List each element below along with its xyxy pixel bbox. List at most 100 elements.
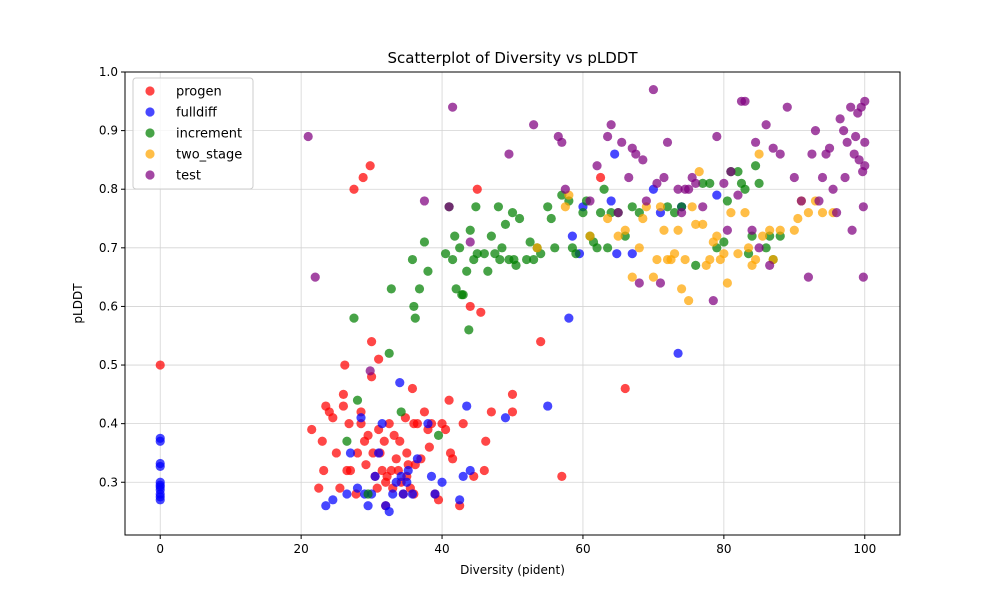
data-point bbox=[592, 161, 602, 171]
data-point bbox=[733, 167, 743, 177]
data-point bbox=[824, 143, 835, 153]
data-point bbox=[719, 178, 729, 188]
data-point bbox=[444, 202, 454, 212]
data-point bbox=[648, 272, 659, 282]
data-point bbox=[396, 407, 406, 417]
data-point bbox=[648, 84, 659, 95]
y-tick-label: 0.4 bbox=[99, 417, 118, 431]
data-point bbox=[719, 249, 729, 259]
data-point bbox=[691, 178, 701, 188]
data-point bbox=[613, 231, 623, 241]
data-point bbox=[507, 208, 518, 218]
data-point bbox=[659, 225, 669, 235]
data-point bbox=[858, 272, 868, 282]
data-point bbox=[430, 489, 440, 499]
data-point bbox=[712, 131, 722, 142]
data-point bbox=[684, 295, 694, 306]
data-point bbox=[765, 225, 775, 235]
data-point bbox=[465, 301, 475, 312]
x-tick-label: 80 bbox=[716, 542, 731, 556]
x-tick-label: 20 bbox=[293, 542, 308, 556]
data-point bbox=[504, 149, 514, 159]
data-point bbox=[722, 278, 732, 288]
data-point bbox=[423, 419, 433, 429]
data-point bbox=[521, 254, 532, 265]
data-point bbox=[550, 243, 560, 253]
data-point bbox=[384, 506, 394, 517]
x-tick-label: 100 bbox=[853, 542, 876, 556]
data-point bbox=[328, 495, 338, 505]
data-point bbox=[419, 407, 430, 417]
data-point bbox=[307, 424, 317, 435]
data-point bbox=[754, 178, 764, 188]
legend-marker bbox=[145, 128, 155, 138]
data-point bbox=[624, 172, 634, 183]
data-point bbox=[567, 231, 577, 241]
data-point bbox=[476, 307, 486, 317]
data-point bbox=[733, 249, 743, 259]
data-point bbox=[638, 155, 648, 165]
data-point bbox=[606, 196, 616, 206]
data-point bbox=[407, 383, 418, 394]
data-point bbox=[377, 419, 387, 429]
data-point bbox=[450, 231, 460, 241]
data-point bbox=[543, 401, 553, 411]
data-point bbox=[796, 196, 806, 206]
legend-label: two_stage bbox=[176, 148, 242, 163]
data-point bbox=[500, 413, 511, 423]
data-point bbox=[433, 430, 444, 440]
data-point bbox=[810, 126, 821, 136]
data-point bbox=[595, 172, 606, 183]
data-point bbox=[403, 465, 413, 476]
data-point bbox=[448, 102, 458, 112]
x-tick-label: 60 bbox=[575, 542, 590, 556]
y-tick-label: 0.6 bbox=[99, 299, 118, 313]
data-point bbox=[486, 231, 496, 241]
data-point bbox=[698, 202, 708, 212]
y-tick-label: 0.9 bbox=[99, 124, 118, 138]
data-point bbox=[627, 272, 637, 282]
x-tick-label: 40 bbox=[434, 542, 449, 556]
data-point bbox=[536, 336, 546, 347]
y-axis-label: pLDDT bbox=[71, 283, 85, 324]
data-point bbox=[321, 501, 331, 511]
data-point bbox=[638, 213, 648, 224]
data-point bbox=[419, 196, 430, 206]
data-point bbox=[627, 249, 637, 259]
data-point bbox=[155, 360, 165, 370]
data-point bbox=[388, 489, 398, 499]
data-point bbox=[557, 471, 567, 481]
data-point bbox=[606, 120, 616, 130]
data-point bbox=[652, 178, 662, 188]
legend-label: test bbox=[176, 169, 201, 184]
data-point bbox=[458, 290, 468, 300]
data-point bbox=[500, 219, 511, 229]
data-point bbox=[314, 483, 324, 493]
data-point bbox=[384, 348, 394, 358]
data-point bbox=[352, 448, 363, 458]
data-point bbox=[365, 161, 375, 171]
data-point bbox=[465, 225, 475, 235]
data-point bbox=[740, 96, 750, 106]
data-point bbox=[317, 436, 327, 446]
data-point bbox=[455, 243, 465, 253]
data-point bbox=[462, 401, 472, 411]
data-point bbox=[340, 360, 350, 370]
axes-frame bbox=[124, 71, 901, 536]
data-point bbox=[684, 184, 694, 194]
data-point bbox=[634, 243, 644, 253]
data-point bbox=[712, 231, 722, 241]
data-point bbox=[458, 471, 468, 481]
data-point bbox=[366, 336, 377, 347]
data-point bbox=[817, 208, 828, 218]
data-point bbox=[840, 172, 850, 183]
data-point bbox=[410, 313, 420, 323]
data-point bbox=[386, 284, 396, 294]
data-point bbox=[585, 231, 595, 241]
data-point bbox=[426, 471, 437, 481]
data-point bbox=[363, 489, 373, 499]
data-point bbox=[673, 225, 683, 235]
data-point bbox=[361, 460, 371, 470]
data-point bbox=[793, 213, 803, 224]
